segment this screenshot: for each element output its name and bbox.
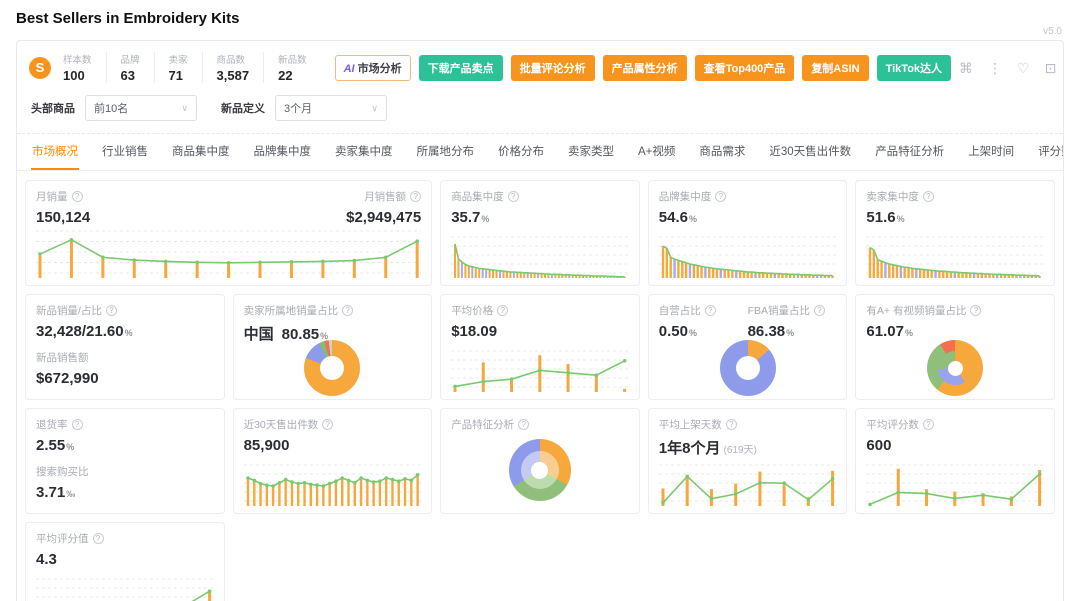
feature-analysis-donut-chart (508, 439, 571, 501)
tab-brand-concentration[interactable]: 品牌集中度 (253, 146, 312, 158)
card-return-rate: 退货率 2.55% 搜索购买比 3.71‰ (25, 408, 225, 514)
ai-icon: AI (343, 62, 355, 75)
card-units-sold-30d: 近30天售出件数 85,900 (232, 408, 433, 514)
help-icon[interactable] (410, 191, 422, 202)
product-concentration-chart (451, 233, 629, 279)
tab-listing-date[interactable]: 上架时间 (968, 146, 1015, 158)
card-monthly-sales: 月销量 150,124 月销售额 $2,949,475 (25, 180, 433, 286)
card-average-price: 平均价格 $18.09 (440, 294, 640, 400)
help-icon[interactable] (322, 419, 334, 430)
seller-concentration-chart (866, 233, 1044, 279)
help-icon[interactable] (518, 419, 530, 430)
section-tabs: 市场概况 行业销售 商品集中度 品牌集中度 卖家集中度 所属地分布 价格分布 卖… (17, 134, 1063, 171)
rating-count-chart (866, 461, 1044, 507)
help-icon[interactable] (71, 191, 83, 202)
ai-market-analysis-button[interactable]: AI 市场分析 (334, 54, 411, 81)
stat-samples: 样本数 100 (59, 52, 107, 83)
new-product-definition-select[interactable]: 3个月 ∨ (275, 95, 387, 121)
stat-sellers: 卖家 71 (155, 52, 203, 83)
head-products-select[interactable]: 前10名 ∨ (85, 95, 197, 121)
help-icon[interactable] (704, 305, 716, 316)
help-icon[interactable] (92, 533, 104, 544)
fba-share-donut-chart (719, 340, 776, 396)
filter-bar: 头部商品 前10名 ∨ 新品定义 3个月 ∨ (17, 93, 1063, 134)
apps-icon[interactable]: ⌘ (959, 59, 974, 76)
more-vertical-icon[interactable]: ⋮ (988, 59, 1003, 76)
tab-rating-count[interactable]: 评分数 (1038, 146, 1063, 158)
favorite-icon[interactable]: ♡ (1017, 59, 1030, 76)
tab-seller-type[interactable]: 卖家类型 (568, 146, 614, 158)
sellersprite-logo: S (29, 56, 51, 79)
batch-review-analysis-button[interactable]: 批量评论分析 (510, 54, 595, 81)
tiktok-influencer-button[interactable]: TikTok达人 (876, 54, 952, 81)
copy-asin-button[interactable]: 复制ASIN (802, 54, 869, 81)
tab-feature-analysis[interactable]: 产品特征分析 (875, 146, 945, 158)
tab-aplus-video[interactable]: A+视频 (638, 146, 676, 158)
chevron-down-icon: ∨ (181, 102, 188, 113)
units-sold-30d-chart (243, 461, 422, 507)
toolbar: S 样本数 100 品牌 63 卖家 71 商品数 3,587 新品数 22 (17, 41, 1063, 93)
tab-product-demand[interactable]: 商品需求 (699, 146, 746, 158)
help-icon[interactable] (507, 191, 519, 202)
help-icon[interactable] (922, 419, 934, 430)
card-rating-value: 平均评分值 4.3 (25, 522, 225, 601)
summary-stats: 样本数 100 品牌 63 卖家 71 商品数 3,587 新品数 22 (59, 52, 321, 83)
card-feature-analysis: 产品特征分析 (440, 408, 640, 514)
monthly-sales-chart (36, 227, 422, 279)
tab-seller-concentration[interactable]: 卖家集中度 (335, 146, 393, 158)
page-title: Best Sellers in Embroidery Kits (16, 10, 240, 27)
video-icon[interactable]: ⊡ (1044, 59, 1057, 76)
card-brand-concentration: 品牌集中度 54.6% (647, 180, 848, 286)
head-products-label: 头部商品 (31, 103, 75, 115)
stat-brands: 品牌 63 (107, 52, 155, 83)
product-attribute-analysis-button[interactable]: 产品属性分析 (602, 54, 687, 81)
card-product-concentration: 商品集中度 35.7% (440, 180, 640, 286)
help-icon[interactable] (342, 305, 354, 316)
help-icon[interactable] (922, 191, 934, 202)
help-icon[interactable] (725, 419, 737, 430)
help-icon[interactable] (497, 305, 509, 316)
analytics-panel: S 样本数 100 品牌 63 卖家 71 商品数 3,587 新品数 22 (16, 40, 1064, 601)
card-rating-count: 平均评分数 600 (855, 408, 1055, 514)
stat-new-products: 新品数 22 (278, 55, 307, 83)
toolbar-right: ⌘ ⋮ ♡ ⊡ ⚙ 收起 ∧ (959, 59, 1063, 76)
card-aplus-video-share: 有A+ 有视频销量占比 61.07% (855, 294, 1055, 400)
stat-products: 商品数 3,587 (203, 52, 265, 83)
help-icon[interactable] (71, 419, 83, 430)
card-seller-concentration: 卖家集中度 51.6% (855, 180, 1055, 286)
metric-cards: 月销量 150,124 月销售额 $2,949,475 商品集中度 35.7% … (17, 171, 1063, 601)
new-product-definition-label: 新品定义 (221, 103, 265, 115)
view-top400-button[interactable]: 查看Top400产品 (694, 54, 795, 81)
tab-units-sold-30d[interactable]: 近30天售出件数 (769, 146, 852, 158)
help-icon[interactable] (970, 305, 982, 316)
chevron-down-icon: ∨ (371, 102, 378, 113)
card-self-fba-share: 自营占比 0.50% FBA销量占比 86.38% (647, 294, 848, 400)
aplus-video-donut-chart (927, 340, 984, 396)
help-icon[interactable] (814, 305, 826, 316)
tab-price-distribution[interactable]: 价格分布 (498, 146, 544, 158)
card-new-product-sales: 新品销量/占比 32,428/21.60% 新品销售额 $672,990 (25, 294, 225, 400)
help-icon[interactable] (715, 191, 727, 202)
download-selling-points-button[interactable]: 下载产品卖点 (418, 54, 503, 81)
brand-concentration-chart (658, 233, 837, 279)
rating-value-chart (36, 575, 214, 601)
card-listing-age: 平均上架天数 1年8个月(619天) (647, 408, 848, 514)
tab-location-distribution[interactable]: 所属地分布 (416, 146, 475, 158)
tab-product-concentration[interactable]: 商品集中度 (172, 146, 230, 158)
help-icon[interactable] (105, 305, 117, 316)
listing-age-chart (658, 461, 837, 507)
tab-market-overview[interactable]: 市场概况 (31, 134, 79, 170)
seller-location-donut-chart (304, 340, 361, 396)
average-price-chart (451, 347, 629, 393)
tab-industry-sales[interactable]: 行业销售 (102, 146, 148, 158)
version-label: v5.0 (1043, 26, 1062, 37)
